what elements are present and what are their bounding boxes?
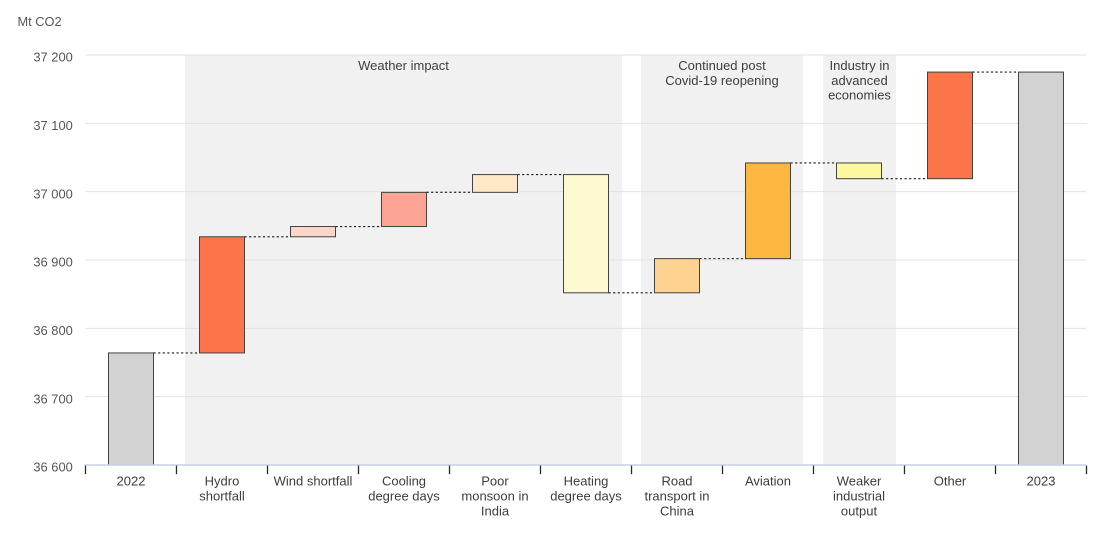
svg-text:37 000: 37 000 [33, 186, 72, 201]
svg-text:Continued post: Continued post [678, 58, 766, 73]
svg-text:advanced: advanced [831, 73, 887, 88]
svg-text:degree days: degree days [550, 488, 622, 503]
svg-text:transport in: transport in [644, 488, 709, 503]
svg-text:degree days: degree days [368, 488, 440, 503]
svg-text:36 800: 36 800 [33, 323, 72, 338]
svg-text:Mt CO2: Mt CO2 [18, 14, 62, 29]
svg-text:economies: economies [828, 88, 891, 103]
svg-text:Cooling: Cooling [382, 473, 426, 488]
svg-text:Covid-19 reopening: Covid-19 reopening [665, 73, 778, 88]
svg-text:2022: 2022 [117, 473, 146, 488]
svg-text:India: India [481, 503, 510, 518]
svg-text:Heating: Heating [564, 473, 609, 488]
svg-text:shortfall: shortfall [199, 488, 245, 503]
svg-text:output: output [841, 503, 878, 518]
svg-text:37 100: 37 100 [33, 118, 72, 133]
svg-text:Aviation: Aviation [745, 473, 791, 488]
svg-text:2023: 2023 [1027, 473, 1056, 488]
svg-text:industrial: industrial [833, 488, 885, 503]
svg-text:36 600: 36 600 [33, 460, 72, 475]
svg-text:Wind shortfall: Wind shortfall [274, 473, 353, 488]
svg-text:36 900: 36 900 [33, 255, 72, 270]
svg-text:monsoon in: monsoon in [461, 488, 528, 503]
svg-text:36 700: 36 700 [33, 391, 72, 406]
svg-text:China: China [660, 503, 695, 518]
svg-text:Industry in: Industry in [830, 58, 890, 73]
svg-text:Weather impact: Weather impact [358, 58, 449, 73]
svg-text:Hydro: Hydro [205, 473, 240, 488]
svg-text:Other: Other [934, 473, 967, 488]
svg-text:Weaker: Weaker [837, 473, 882, 488]
svg-text:Poor: Poor [481, 473, 509, 488]
svg-text:37 200: 37 200 [33, 50, 72, 65]
svg-text:Road: Road [661, 473, 692, 488]
